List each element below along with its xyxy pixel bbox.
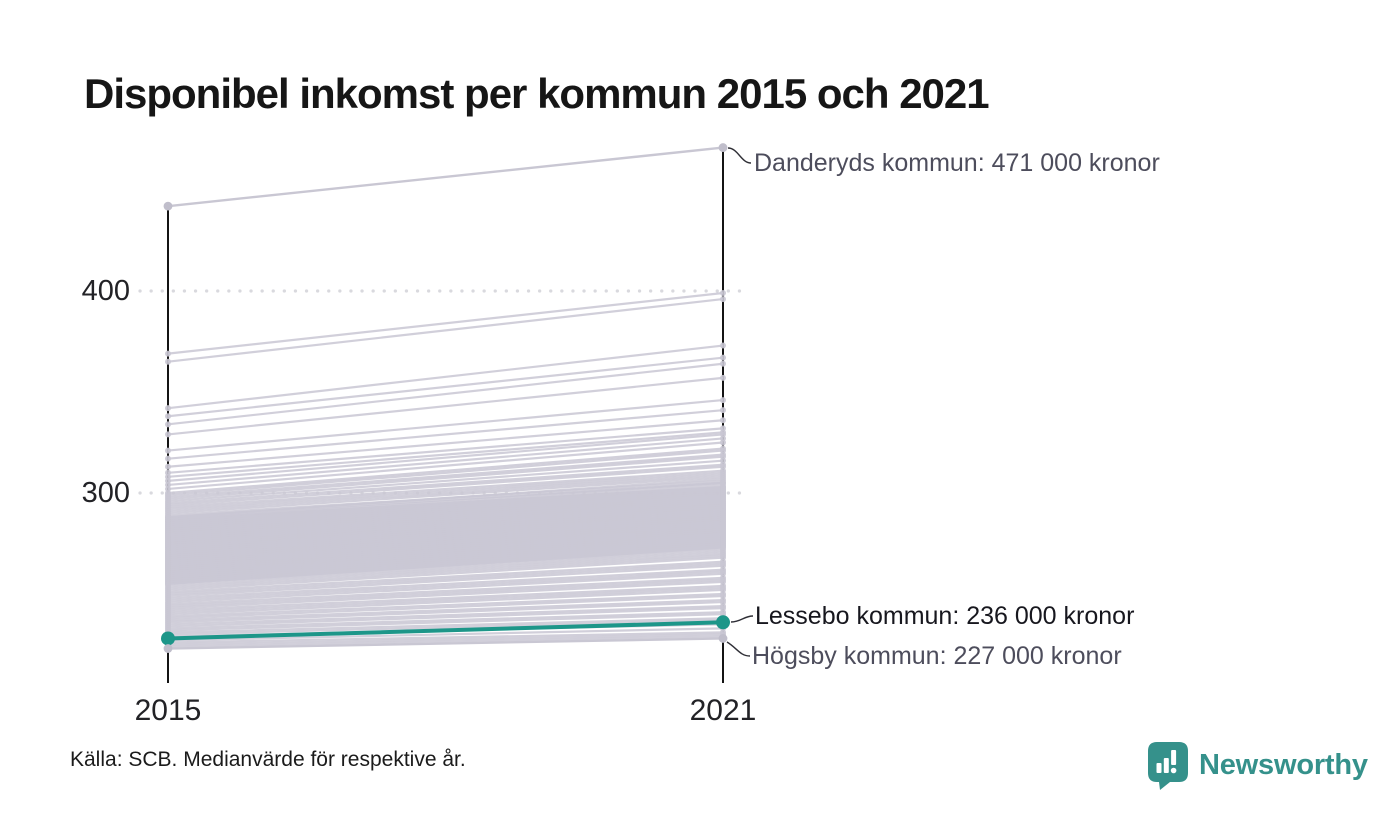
newsworthy-wordmark: Newsworthy [1199, 749, 1368, 781]
x-axis-tick-2015: 2015 [134, 694, 202, 727]
annotation-danderyd: Danderyds kommun: 471 000 kronor [754, 149, 1160, 177]
annotation-hogsby: Högsby kommun: 227 000 kronor [752, 642, 1122, 670]
newsworthy-logo: Newsworthy [1146, 740, 1368, 790]
x-axis-tick-2021: 2021 [689, 694, 757, 727]
y-axis-tick-300: 300 [81, 477, 130, 509]
newsworthy-bubble-barchart-icon [1148, 742, 1188, 790]
annotation-lessebo: Lessebo kommun: 236 000 kronor [755, 602, 1135, 630]
y-axis-tick-400: 400 [81, 275, 130, 307]
source-note: Källa: SCB. Medianvärde för respektive å… [70, 748, 466, 771]
chart-title: Disponibel inkomst per kommun 2015 och 2… [84, 70, 990, 117]
